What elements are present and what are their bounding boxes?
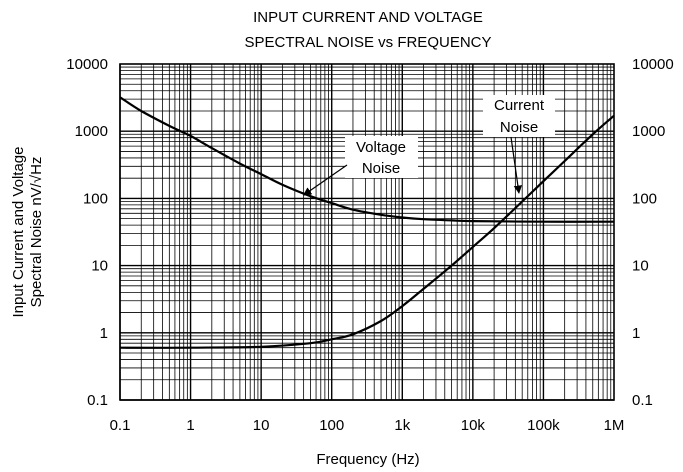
voltage-noise-label-text: Noise [362, 160, 400, 177]
voltage-noise-label-text: Voltage [356, 139, 406, 156]
current-noise-label-box [483, 95, 555, 137]
voltage-noise-label-box [345, 136, 418, 178]
current-noise-arrow [510, 136, 523, 194]
x-tick-label: 10k [461, 417, 486, 434]
voltage-noise-arrow [302, 164, 348, 196]
x-tick-label: 1M [604, 417, 625, 434]
x-tick-label: 100k [527, 417, 560, 434]
y-tick-label-left: 1000 [75, 123, 108, 140]
current-noise-label-text: Current [494, 97, 545, 114]
chart-title-line-1: INPUT CURRENT AND VOLTAGE [253, 9, 483, 26]
y-tick-label-right: 1 [632, 325, 640, 342]
plot-curves [119, 96, 615, 349]
y-tick-label-left: 100 [83, 190, 108, 207]
voltage-noise-curve [119, 96, 615, 223]
y-tick-label-right: 10000 [632, 56, 674, 73]
y-tick-label-left: 10000 [66, 56, 108, 73]
y-tick-label-left: 10 [91, 258, 108, 275]
y-tick-label-right: 100 [632, 190, 657, 207]
y-axis-label-line-1: Input Current and Voltage [10, 147, 27, 318]
chart-title-line-2: SPECTRAL NOISE vs FREQUENCY [245, 34, 492, 51]
y-tick-label-right: 1000 [632, 123, 665, 140]
x-tick-label: 1 [186, 417, 194, 434]
tick-labels: 0.1 1 10 100 1k 10k 100k 1M 0.1 1 10 100 1000 10000 0.… [66, 56, 673, 434]
plot-frame [119, 63, 615, 401]
x-tick-label: 0.1 [110, 417, 131, 434]
y-axis-label-line-2: Spectral Noise nV/√Hz [28, 157, 45, 308]
y-tick-label-left: 0.1 [87, 392, 108, 409]
current-noise-curve [119, 114, 615, 349]
annotations: Voltage Noise Current Noise [302, 95, 555, 196]
x-axis-label: Frequency (Hz) [316, 451, 419, 468]
y-tick-label-right: 10 [632, 258, 649, 275]
y-tick-label-left: 1 [100, 325, 108, 342]
x-tick-label: 10 [253, 417, 270, 434]
y-tick-label-right: 0.1 [632, 392, 653, 409]
current-noise-label-text: Noise [500, 119, 538, 136]
x-tick-label: 100 [319, 417, 344, 434]
x-tick-label: 1k [394, 417, 410, 434]
